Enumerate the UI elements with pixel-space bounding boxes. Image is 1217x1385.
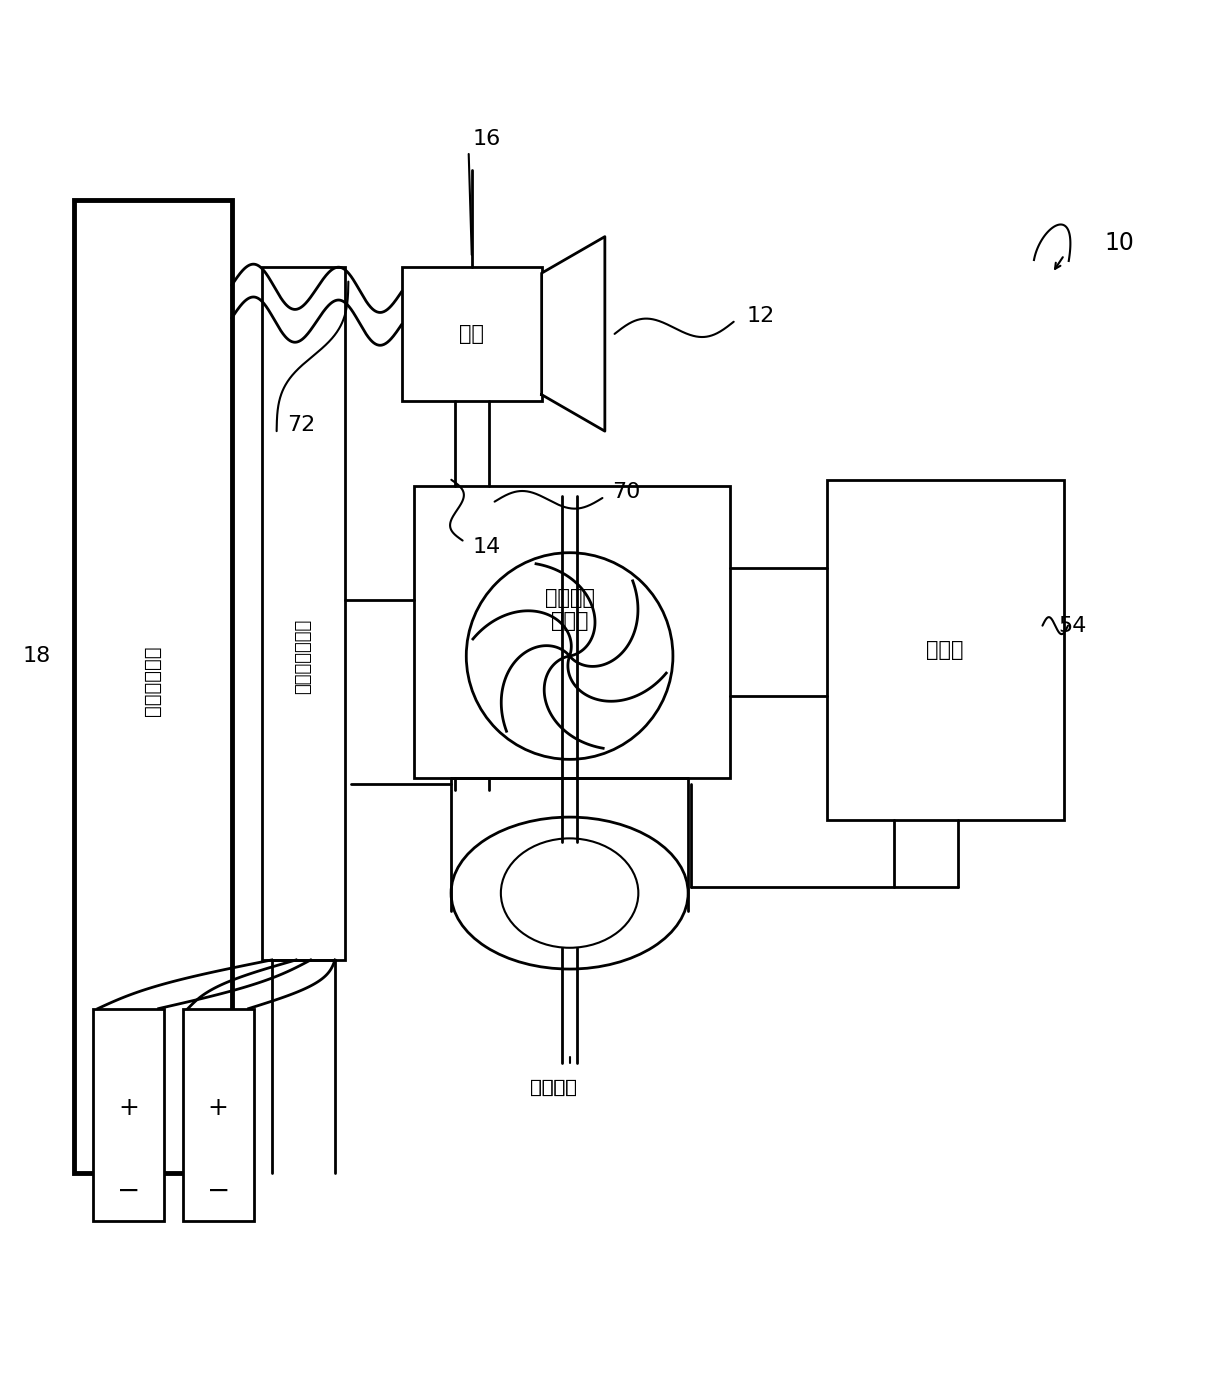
- Polygon shape: [542, 237, 605, 431]
- Text: −: −: [117, 1177, 140, 1205]
- Text: −: −: [207, 1177, 230, 1205]
- Text: +: +: [208, 1097, 229, 1120]
- Text: 空气入口: 空气入口: [531, 1078, 577, 1097]
- Bar: [262, 267, 344, 960]
- Text: 72: 72: [287, 416, 315, 435]
- Bar: [402, 267, 542, 400]
- Text: 12: 12: [746, 306, 774, 325]
- Bar: [828, 479, 1065, 820]
- Text: +: +: [118, 1097, 139, 1120]
- Text: 水容器: 水容器: [926, 640, 964, 661]
- Bar: [414, 486, 730, 777]
- Text: 压电电子器件: 压电电子器件: [144, 645, 162, 716]
- Text: 70: 70: [612, 482, 641, 501]
- Text: 泵、泡沫
产生器: 泵、泡沫 产生器: [544, 589, 595, 632]
- Bar: [74, 201, 231, 1173]
- Bar: [92, 1008, 163, 1222]
- Text: 54: 54: [1059, 616, 1087, 636]
- Text: 压电: 压电: [459, 324, 484, 343]
- Text: 空气入口: 空气入口: [531, 1078, 577, 1097]
- Text: 16: 16: [473, 129, 501, 150]
- Text: 18: 18: [23, 645, 51, 666]
- Bar: [183, 1008, 253, 1222]
- Text: 10: 10: [1104, 231, 1134, 255]
- Text: 14: 14: [473, 536, 501, 557]
- Text: 表面活性剂容器: 表面活性剂容器: [295, 619, 313, 694]
